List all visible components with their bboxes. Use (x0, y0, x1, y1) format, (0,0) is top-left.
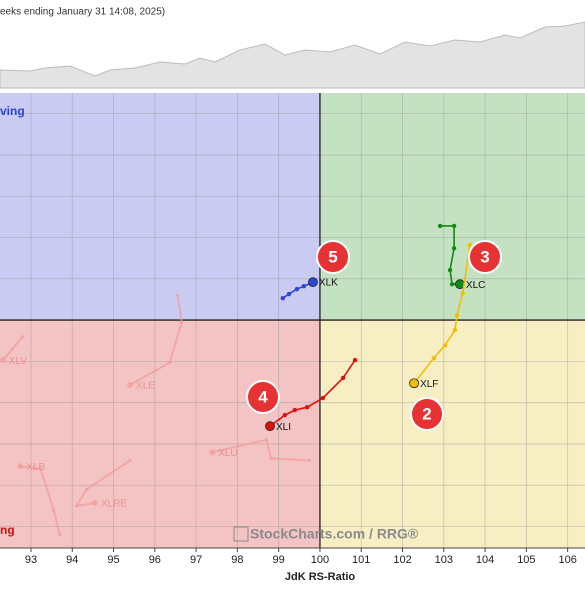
chart-title: eeks ending January 31 14:08, 2025) (0, 7, 165, 18)
x-tick-label: 94 (66, 554, 78, 566)
tail-point (442, 343, 448, 348)
tail-point (451, 223, 457, 229)
tail-point (286, 291, 292, 297)
series-label: XLC (466, 280, 485, 291)
tail-point (38, 467, 42, 471)
tail-point (452, 327, 458, 333)
tail-point (454, 312, 460, 318)
x-tick-label: 97 (190, 554, 202, 566)
head-point (17, 463, 24, 470)
tail-point (437, 223, 443, 229)
tail-point (52, 508, 56, 512)
tail-point (451, 246, 457, 251)
tail-point (264, 438, 268, 442)
series-label: XLRE (101, 499, 127, 510)
x-tick-label: 106 (558, 554, 576, 566)
tail-point (128, 458, 132, 462)
x-axis-label: JdK RS-Ratio (285, 571, 356, 583)
badge: 4 (246, 380, 280, 414)
tail-point (176, 293, 180, 297)
tail-point (467, 242, 473, 248)
tail (20, 465, 61, 536)
watermark-icon (233, 526, 249, 542)
series-label: XLV (9, 356, 27, 367)
x-tick-label: 100 (311, 554, 329, 566)
tail-point (10, 347, 14, 351)
badge: 3 (468, 240, 502, 274)
tail-point (352, 357, 358, 363)
tail-point (460, 291, 465, 296)
tail-point (292, 407, 297, 413)
watermark: StockCharts.com / RRG® (250, 526, 419, 542)
quadrant-lagging (0, 320, 320, 548)
tail-point (320, 395, 326, 401)
head-point (209, 449, 216, 456)
tail-point (168, 361, 172, 365)
head-point (409, 378, 419, 389)
x-tick-label: 102 (393, 554, 411, 566)
tail (211, 438, 310, 462)
tail-point (180, 320, 184, 324)
head-point (0, 357, 6, 364)
head-point (308, 277, 318, 288)
tail-point (308, 458, 312, 462)
x-tick-label: 103 (435, 554, 453, 566)
tail-point (21, 335, 25, 339)
x-tick-label: 93 (25, 554, 37, 566)
series-label: XLB (26, 462, 45, 473)
badge-text: 5 (328, 247, 337, 266)
x-tick-label: 104 (476, 554, 494, 566)
head-point (265, 421, 275, 432)
tail (74, 459, 131, 508)
tail-point (269, 456, 273, 460)
tail-point (301, 284, 307, 289)
tail-point (58, 533, 62, 537)
series-label: XLF (420, 379, 438, 390)
quadrant-label: ng (0, 523, 15, 537)
badge-text: 4 (258, 387, 268, 406)
head-point (91, 499, 98, 506)
series-label: XLK (319, 278, 338, 289)
tail-point (280, 296, 285, 301)
x-tick-label: 101 (352, 554, 370, 566)
series-label: XLE (136, 381, 155, 392)
badge-text: 2 (422, 404, 431, 423)
tail-point (294, 286, 300, 292)
series-label: XLU (218, 448, 237, 459)
quadrant-weakening (319, 320, 585, 548)
x-tick-label: 105 (517, 554, 535, 566)
tail-point (304, 405, 310, 410)
overview-area (0, 21, 585, 89)
tail-point (431, 355, 437, 361)
badge: 2 (410, 397, 444, 431)
badge: 5 (316, 240, 350, 274)
plot-area: XLK XLC XLF XLI XLV XLE XLB XLRE XLU (0, 93, 585, 549)
quadrant-label: ving (0, 104, 25, 118)
tail-point (282, 412, 288, 418)
badge-text: 3 (480, 247, 489, 266)
series-label: XLI (276, 422, 291, 433)
quadrant-improving (0, 93, 320, 321)
x-tick-label: 99 (273, 554, 285, 566)
x-tick-label: 98 (231, 554, 243, 566)
x-tick-label: 96 (149, 554, 161, 566)
x-tick-label: 95 (107, 554, 119, 566)
tail (129, 295, 183, 386)
tail-point (449, 281, 455, 287)
head-point (127, 381, 134, 388)
tail-point (74, 504, 78, 508)
tail-point (340, 375, 346, 381)
tail-point (447, 267, 453, 273)
tail-point (85, 487, 89, 491)
